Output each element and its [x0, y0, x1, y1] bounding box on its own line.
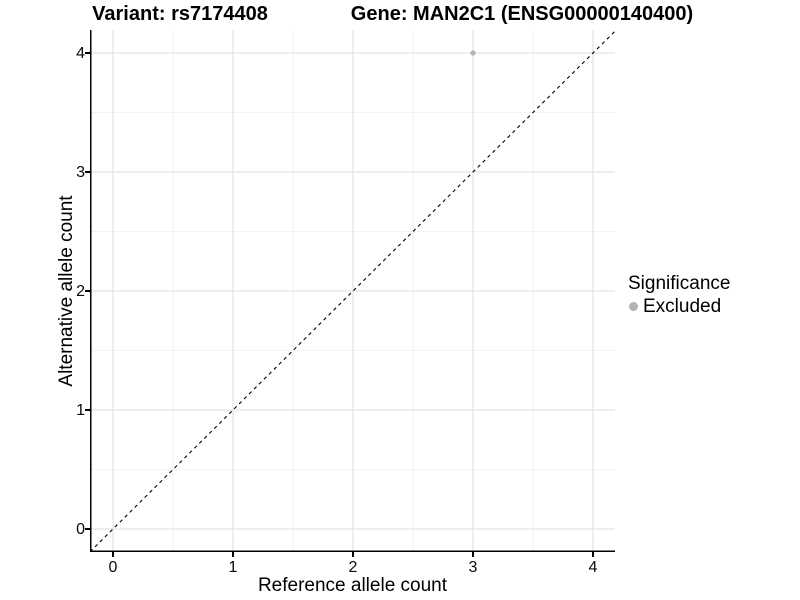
data-point — [470, 50, 476, 56]
x-tick-label: 3 — [468, 559, 478, 576]
x-tick-label: 0 — [108, 559, 118, 576]
y-tick-mark — [85, 409, 90, 411]
y-tick-label: 0 — [76, 520, 85, 538]
x-axis-title: Reference allele count — [257, 575, 448, 596]
y-tick-mark — [85, 290, 90, 292]
legend: Significance Excluded — [628, 273, 730, 317]
y-tick-mark — [85, 52, 90, 54]
x-tick-label: 1 — [228, 559, 238, 576]
identity-line — [90, 30, 615, 552]
legend-item-label: Excluded — [643, 296, 722, 317]
panel-canvas — [90, 30, 615, 552]
x-tick-mark — [352, 552, 354, 557]
x-tick-label: 2 — [348, 559, 358, 576]
x-tick-mark — [472, 552, 474, 557]
x-tick-label: 4 — [588, 559, 598, 576]
y-tick-label: 1 — [76, 401, 85, 419]
plot-title-gene: Gene: MAN2C1 (ENSG00000140400) — [350, 3, 694, 25]
x-tick-mark — [592, 552, 594, 557]
plot-panel — [90, 30, 615, 552]
plot-title-variant: Variant: rs7174408 — [92, 3, 268, 25]
legend-key-dot — [629, 302, 638, 311]
x-tick-mark — [232, 552, 234, 557]
y-tick-label: 2 — [76, 282, 85, 300]
legend-item-excluded: Excluded — [629, 296, 730, 317]
legend-title: Significance — [628, 273, 731, 294]
y-tick-label: 3 — [76, 163, 85, 181]
y-tick-mark — [85, 171, 90, 173]
y-tick-mark — [85, 528, 90, 530]
x-tick-mark — [112, 552, 114, 557]
y-tick-label: 4 — [76, 44, 85, 62]
